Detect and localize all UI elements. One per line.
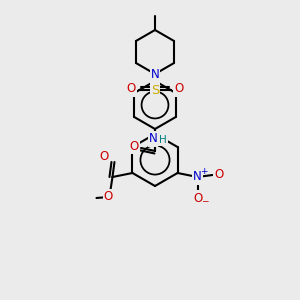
- Text: O: O: [104, 190, 113, 203]
- Text: N: N: [148, 133, 158, 146]
- Text: O: O: [214, 169, 223, 182]
- Text: +: +: [200, 167, 207, 176]
- Text: O: O: [193, 191, 202, 205]
- Text: O: O: [100, 149, 109, 163]
- Text: O: O: [129, 140, 139, 152]
- Text: S: S: [151, 83, 159, 97]
- Text: −: −: [201, 196, 208, 206]
- Text: O: O: [126, 82, 136, 95]
- Text: H: H: [159, 135, 167, 145]
- Text: N: N: [193, 170, 202, 184]
- Text: O: O: [174, 82, 184, 95]
- Text: N: N: [151, 68, 159, 80]
